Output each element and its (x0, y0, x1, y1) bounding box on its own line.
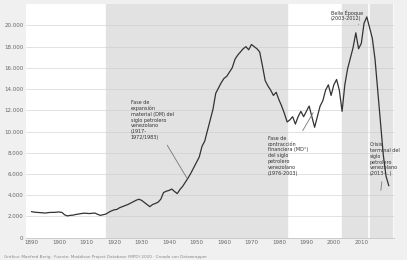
Bar (106, 4, 287, 238)
Bar (370, 4, 392, 238)
Text: Belle Époque
(2003-2012): Belle Époque (2003-2012) (331, 9, 363, 24)
Text: Gráfico: Manfred Berig · Fuente: Maddison Project Database (MPD) 2020 · Creado c: Gráfico: Manfred Berig · Fuente: Maddiso… (4, 255, 207, 259)
Text: Fase de
expansión
material (DM) del
siglo petrolero
venezolano
(1917-
1972/1983): Fase de expansión material (DM) del sigl… (131, 100, 187, 178)
Bar (342, 4, 367, 238)
Text: Fase de
contracción
financiera (MD°)
del siglo
petrolero
venezolano
(1976-2003): Fase de contracción financiera (MD°) del… (268, 113, 313, 176)
Text: Crisis
terminal del
siglo
petrolero
venezolano
(2013-...): Crisis terminal del siglo petrolero vene… (370, 142, 399, 190)
